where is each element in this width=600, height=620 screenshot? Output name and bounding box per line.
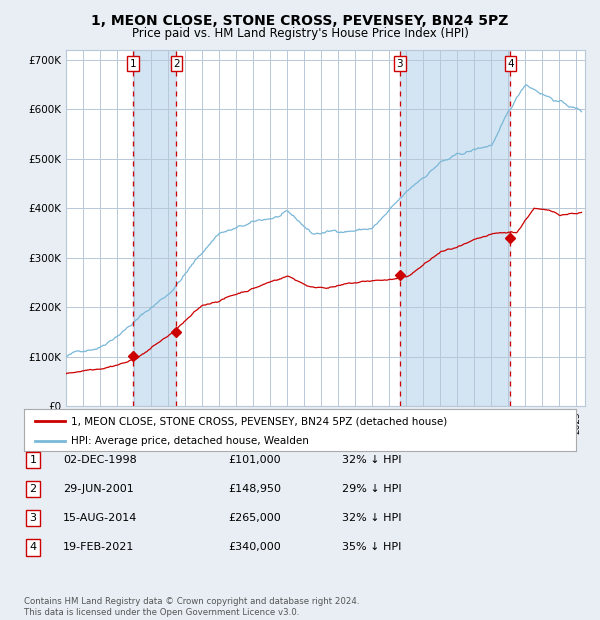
Text: 1: 1 xyxy=(130,58,136,69)
Text: 1, MEON CLOSE, STONE CROSS, PEVENSEY, BN24 5PZ: 1, MEON CLOSE, STONE CROSS, PEVENSEY, BN… xyxy=(91,14,509,28)
Text: 32% ↓ HPI: 32% ↓ HPI xyxy=(342,513,401,523)
Text: £265,000: £265,000 xyxy=(228,513,281,523)
Text: Contains HM Land Registry data © Crown copyright and database right 2024.
This d: Contains HM Land Registry data © Crown c… xyxy=(24,598,359,617)
Bar xyxy=(133,50,176,406)
Text: 29-JUN-2001: 29-JUN-2001 xyxy=(63,484,134,494)
Text: 1: 1 xyxy=(29,455,37,465)
Text: HPI: Average price, detached house, Wealden: HPI: Average price, detached house, Weal… xyxy=(71,436,309,446)
Text: £148,950: £148,950 xyxy=(228,484,281,494)
Text: 29% ↓ HPI: 29% ↓ HPI xyxy=(342,484,401,494)
Text: 35% ↓ HPI: 35% ↓ HPI xyxy=(342,542,401,552)
Text: 02-DEC-1998: 02-DEC-1998 xyxy=(63,455,137,465)
Text: Price paid vs. HM Land Registry's House Price Index (HPI): Price paid vs. HM Land Registry's House … xyxy=(131,27,469,40)
Text: 15-AUG-2014: 15-AUG-2014 xyxy=(63,513,137,523)
Text: 32% ↓ HPI: 32% ↓ HPI xyxy=(342,455,401,465)
Text: 3: 3 xyxy=(397,58,403,69)
Text: 2: 2 xyxy=(173,58,180,69)
Text: 4: 4 xyxy=(507,58,514,69)
Text: 1, MEON CLOSE, STONE CROSS, PEVENSEY, BN24 5PZ (detached house): 1, MEON CLOSE, STONE CROSS, PEVENSEY, BN… xyxy=(71,416,447,426)
Text: 4: 4 xyxy=(29,542,37,552)
Text: 3: 3 xyxy=(29,513,37,523)
Text: 2: 2 xyxy=(29,484,37,494)
Bar xyxy=(400,50,511,406)
Text: 19-FEB-2021: 19-FEB-2021 xyxy=(63,542,134,552)
Text: £340,000: £340,000 xyxy=(228,542,281,552)
Text: £101,000: £101,000 xyxy=(228,455,281,465)
